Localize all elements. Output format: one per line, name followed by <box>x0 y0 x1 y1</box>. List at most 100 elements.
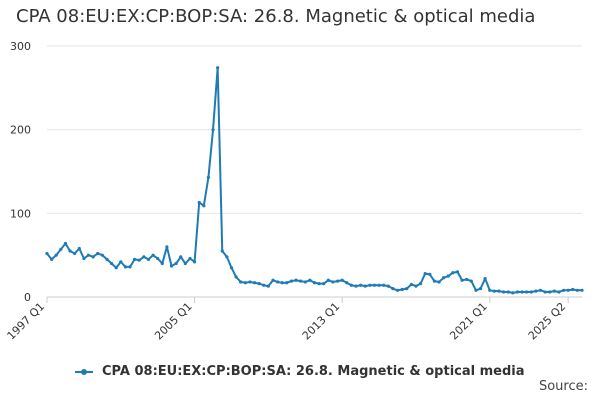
data-point <box>225 255 229 259</box>
data-point <box>271 278 275 282</box>
data-point <box>561 288 566 292</box>
data-point <box>423 271 427 276</box>
data-point <box>86 253 91 257</box>
data-point <box>377 283 381 287</box>
data-point <box>474 288 478 292</box>
data-point <box>243 281 247 285</box>
x-tick-label: 2005 Q1 <box>152 300 195 343</box>
data-point <box>142 255 146 259</box>
data-point <box>276 280 280 284</box>
data-point <box>211 128 215 132</box>
data-point <box>114 266 118 270</box>
data-point <box>257 282 261 286</box>
y-tick-label: 100 <box>10 207 31 220</box>
data-point <box>63 241 68 246</box>
data-point <box>400 287 404 292</box>
data-point <box>174 261 178 266</box>
data-point <box>368 283 372 287</box>
data-point <box>137 258 141 262</box>
data-point <box>326 278 330 282</box>
data-point <box>109 261 114 266</box>
data-point <box>229 266 234 270</box>
data-point <box>354 284 358 288</box>
data-point <box>179 255 183 259</box>
data-point <box>506 290 510 294</box>
y-tick-label: 300 <box>10 40 31 53</box>
data-point <box>303 280 307 284</box>
data-point <box>59 247 63 251</box>
data-point <box>234 275 238 279</box>
data-point <box>262 283 266 287</box>
data-point <box>359 283 363 287</box>
data-point <box>405 287 409 291</box>
data-point <box>100 253 104 257</box>
data-point <box>340 278 344 282</box>
data-point <box>529 290 533 294</box>
data-point <box>520 290 524 294</box>
data-point <box>538 288 543 292</box>
data-point <box>123 265 128 269</box>
data-point <box>418 282 423 286</box>
data-point <box>534 289 538 293</box>
data-point <box>216 66 220 70</box>
chart-title: CPA 08:EU:EX:CP:BOP:SA: 26.8. Magnetic &… <box>16 6 536 27</box>
data-point <box>575 288 579 292</box>
data-point <box>308 278 312 282</box>
data-point <box>460 278 464 282</box>
data-point <box>239 280 243 284</box>
data-point <box>105 257 109 261</box>
data-point <box>446 274 450 278</box>
data-point <box>160 261 164 266</box>
data-point <box>525 290 529 294</box>
data-point <box>248 280 252 284</box>
data-point <box>156 256 160 261</box>
data-point <box>552 289 556 293</box>
data-point <box>146 257 151 261</box>
data-point <box>492 289 496 293</box>
data-point <box>183 261 187 266</box>
data-point <box>580 288 584 292</box>
legend-line-marker-icon <box>75 366 94 378</box>
x-tick-label: 2025 Q2 <box>526 300 569 343</box>
data-point <box>501 290 506 294</box>
data-point <box>465 277 469 282</box>
data-point <box>165 245 169 249</box>
data-point <box>285 281 289 285</box>
data-point <box>437 280 441 284</box>
data-point <box>252 281 257 285</box>
data-point <box>68 249 72 253</box>
data-point <box>322 282 326 286</box>
data-point <box>395 288 400 292</box>
data-point <box>511 291 515 295</box>
data-point <box>428 272 432 277</box>
data-point <box>280 281 284 285</box>
x-tick-label: 1997 Q1 <box>5 300 48 343</box>
data-point <box>363 284 367 288</box>
data-point <box>386 284 390 288</box>
data-point <box>349 283 353 287</box>
data-point <box>548 290 552 294</box>
y-tick-label: 200 <box>10 124 31 137</box>
data-point <box>488 288 492 292</box>
data-point <box>188 256 192 261</box>
data-point <box>391 287 395 291</box>
data-point <box>317 282 321 286</box>
data-point <box>119 260 123 264</box>
legend[interactable]: CPA 08:EU:EX:CP:BOP:SA: 26.8. Magnetic &… <box>0 364 600 379</box>
data-point <box>294 278 298 282</box>
data-point <box>335 279 340 283</box>
data-point <box>483 276 487 281</box>
data-point <box>151 253 155 257</box>
data-point <box>372 283 377 287</box>
data-point <box>382 283 386 287</box>
data-point <box>192 260 197 264</box>
data-point <box>469 279 473 283</box>
data-point <box>571 287 575 292</box>
data-point <box>409 282 413 287</box>
data-point <box>478 287 483 291</box>
data-point <box>289 279 294 283</box>
data-point <box>91 255 95 259</box>
data-point <box>220 249 224 253</box>
data-point <box>497 289 501 293</box>
